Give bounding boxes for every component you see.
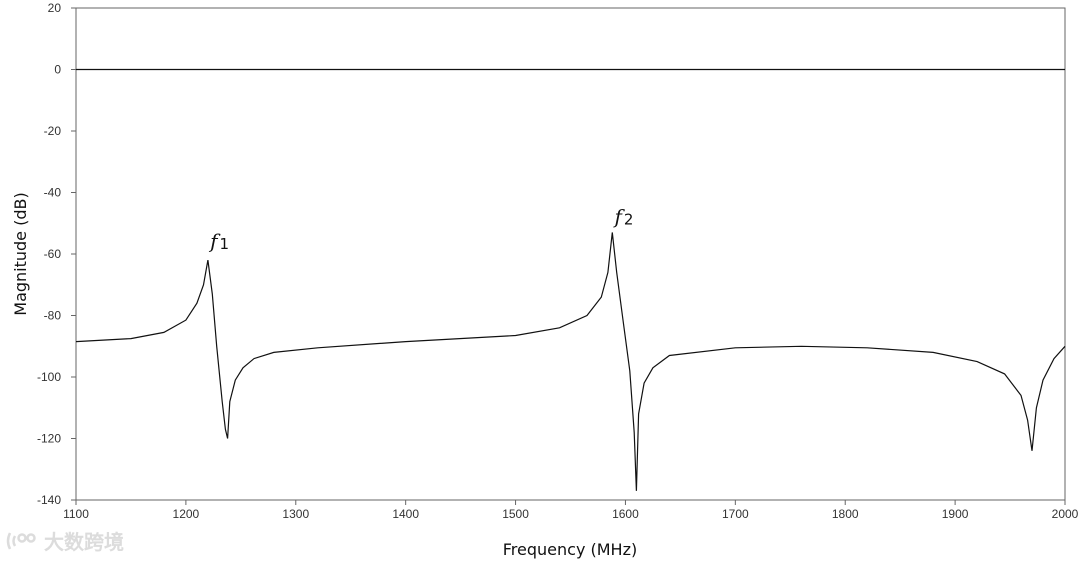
y-axis-title: Magnitude (dB) bbox=[11, 192, 30, 315]
y-tick-label: -60 bbox=[44, 247, 62, 261]
x-tick-label: 1100 bbox=[63, 507, 89, 521]
x-tick-label: 1300 bbox=[282, 507, 309, 521]
y-axis-ticks: 20 0 -20 -40 -60 -80 -100 -120 -140 bbox=[37, 1, 76, 507]
y-tick-label: 20 bbox=[48, 1, 62, 15]
sound-wave-logo-icon bbox=[6, 531, 36, 550]
x-axis-ticks: 1100 1200 1300 1400 1500 1600 1700 1800 1900 2000 bbox=[63, 500, 1079, 521]
x-tick-label: 1900 bbox=[942, 507, 969, 521]
y-tick-label: -40 bbox=[44, 186, 62, 200]
y-tick-label: -20 bbox=[44, 124, 62, 138]
magnitude-response-line bbox=[75, 232, 1066, 491]
x-tick-label: 1500 bbox=[502, 507, 529, 521]
peak-annotations: f 1 f 2 bbox=[208, 204, 633, 253]
y-tick-label: -120 bbox=[37, 432, 61, 446]
y-tick-label: -100 bbox=[37, 370, 61, 384]
watermark-text: 大数跨境 bbox=[44, 530, 124, 554]
x-tick-label: 1200 bbox=[173, 507, 200, 521]
x-tick-label: 1600 bbox=[612, 507, 639, 521]
y-tick-label: -80 bbox=[44, 309, 62, 323]
watermark: 大数跨境 bbox=[6, 526, 124, 555]
x-axis-title: Frequency (MHz) bbox=[503, 540, 637, 559]
y-tick-label: -140 bbox=[37, 493, 61, 507]
x-tick-label: 1400 bbox=[392, 507, 419, 521]
plot-area-frame bbox=[75, 7, 1066, 501]
x-tick-label: 2000 bbox=[1052, 507, 1079, 521]
y-tick-label: 0 bbox=[54, 63, 61, 77]
x-tick-label: 1700 bbox=[722, 507, 749, 521]
x-tick-label: 1800 bbox=[832, 507, 859, 521]
